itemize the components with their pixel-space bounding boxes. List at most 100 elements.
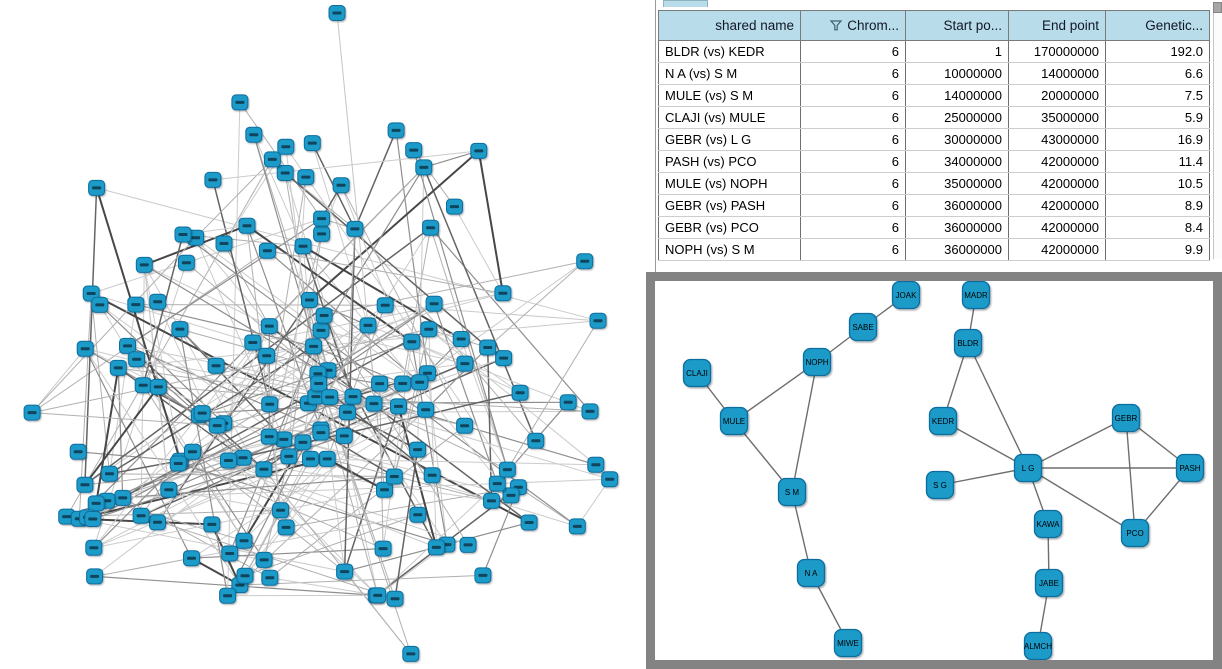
cell-chromosome[interactable]: 6 — [800, 62, 906, 85]
network-node[interactable] — [177, 254, 195, 271]
cell-end_point[interactable]: 20000000 — [1008, 84, 1106, 107]
network-node[interactable] — [313, 210, 331, 227]
network-node[interactable]: CLAJI — [682, 358, 712, 388]
cell-shared_name[interactable]: MULE (vs) NOPH — [658, 172, 801, 195]
network-node[interactable] — [601, 471, 619, 488]
table-row[interactable]: GEBR (vs) PASH 6 36000000 42000000 8.9 — [658, 194, 1210, 217]
cell-genetic[interactable]: 9.9 — [1105, 238, 1210, 261]
table-row[interactable]: GEBR (vs) PCO 6 36000000 42000000 8.4 — [658, 216, 1210, 239]
cell-end_point[interactable]: 14000000 — [1008, 62, 1106, 85]
cell-end_point[interactable]: 42000000 — [1008, 194, 1106, 217]
network-node[interactable] — [479, 339, 497, 356]
network-node[interactable] — [386, 590, 404, 607]
network-node[interactable] — [456, 355, 474, 372]
cell-chromosome[interactable]: 6 — [800, 172, 906, 195]
network-node[interactable] — [559, 394, 577, 411]
network-node[interactable]: MIWE — [833, 628, 863, 658]
network-node[interactable] — [420, 321, 438, 338]
network-node[interactable] — [365, 395, 383, 412]
network-node[interactable] — [219, 587, 237, 604]
network-node[interactable] — [277, 519, 295, 536]
network-node[interactable]: NOPH — [802, 347, 832, 377]
network-node[interactable] — [87, 495, 105, 512]
network-node[interactable]: PCO — [1120, 518, 1150, 548]
table-row[interactable]: BLDR (vs) KEDR 6 1 170000000 192.0 — [658, 40, 1210, 63]
network-node[interactable] — [374, 540, 392, 557]
network-node[interactable] — [85, 539, 103, 556]
network-node[interactable] — [187, 229, 205, 246]
network-node[interactable] — [272, 502, 290, 519]
network-node[interactable] — [260, 428, 278, 445]
column-header-end_point[interactable]: End point — [1008, 10, 1106, 41]
network-node[interactable] — [417, 401, 435, 418]
cell-chromosome[interactable]: 6 — [800, 238, 906, 261]
network-node[interactable] — [488, 475, 506, 492]
network-node[interactable] — [302, 450, 319, 467]
cell-genetic[interactable]: 11.4 — [1105, 150, 1210, 173]
table-row[interactable]: CLAJI (vs) MULE 6 25000000 35000000 5.9 — [658, 106, 1210, 129]
network-node[interactable] — [109, 359, 127, 376]
network-node[interactable] — [335, 427, 353, 444]
network-node[interactable] — [204, 171, 222, 188]
network-node[interactable] — [128, 351, 146, 368]
network-node[interactable] — [184, 443, 201, 460]
cell-start_point[interactable]: 1 — [905, 40, 1009, 63]
network-node[interactable] — [277, 138, 295, 155]
network-node[interactable] — [135, 256, 153, 273]
network-node[interactable] — [581, 403, 599, 420]
network-node[interactable] — [234, 449, 252, 466]
network-node[interactable] — [160, 481, 178, 498]
network-node[interactable] — [470, 142, 488, 159]
network-node[interactable]: S M — [777, 477, 807, 507]
network-node[interactable] — [371, 375, 389, 392]
network-node[interactable] — [263, 151, 281, 168]
network-node[interactable] — [236, 567, 254, 584]
network-node[interactable] — [208, 417, 226, 434]
cell-shared_name[interactable]: NOPH (vs) S M — [658, 238, 801, 261]
table-scrollbar-track[interactable] — [1213, 13, 1222, 259]
network-node[interactable] — [119, 337, 136, 354]
network-node[interactable] — [132, 507, 150, 524]
network-node[interactable] — [415, 159, 433, 176]
network-node[interactable] — [301, 292, 318, 308]
network-node[interactable] — [318, 450, 336, 467]
network-node[interactable] — [149, 293, 167, 310]
network-node[interactable] — [376, 297, 394, 314]
cell-chromosome[interactable]: 6 — [800, 150, 906, 173]
network-node[interactable] — [261, 396, 279, 413]
network-node[interactable] — [527, 432, 545, 449]
network-node[interactable] — [403, 333, 421, 350]
cell-start_point[interactable]: 35000000 — [905, 172, 1009, 195]
cell-shared_name[interactable]: PASH (vs) PCO — [658, 150, 801, 173]
cell-end_point[interactable]: 42000000 — [1008, 216, 1106, 239]
network-node[interactable] — [452, 331, 470, 347]
network-node[interactable] — [336, 563, 354, 580]
network-node[interactable] — [294, 434, 312, 451]
cell-start_point[interactable]: 34000000 — [905, 150, 1009, 173]
network-node[interactable] — [297, 169, 315, 186]
network-node[interactable] — [215, 235, 233, 252]
cell-shared_name[interactable]: N A (vs) S M — [658, 62, 801, 85]
table-scrollbar-thumb[interactable] — [1213, 2, 1222, 13]
cell-start_point[interactable]: 36000000 — [905, 216, 1009, 239]
network-node[interactable] — [459, 536, 477, 553]
network-node[interactable] — [280, 448, 298, 465]
network-node[interactable] — [369, 587, 387, 604]
network-node[interactable]: SABE — [848, 312, 878, 342]
network-node[interactable] — [520, 514, 538, 531]
network-node[interactable] — [183, 550, 200, 567]
network-node[interactable] — [23, 404, 41, 421]
network-node[interactable] — [474, 567, 492, 584]
network-node[interactable] — [203, 516, 221, 533]
network-node[interactable] — [169, 455, 187, 472]
network-node[interactable]: KEDR — [928, 406, 958, 436]
column-header-genetic[interactable]: Genetic... — [1105, 10, 1210, 41]
cell-shared_name[interactable]: BLDR (vs) KEDR — [658, 40, 801, 63]
network-node[interactable] — [427, 539, 445, 556]
network-node[interactable] — [171, 321, 189, 338]
network-node[interactable] — [321, 389, 339, 406]
network-node[interactable] — [315, 307, 333, 324]
network-node[interactable] — [313, 225, 331, 242]
network-node[interactable] — [221, 545, 239, 562]
network-node[interactable]: S G — [925, 470, 955, 500]
